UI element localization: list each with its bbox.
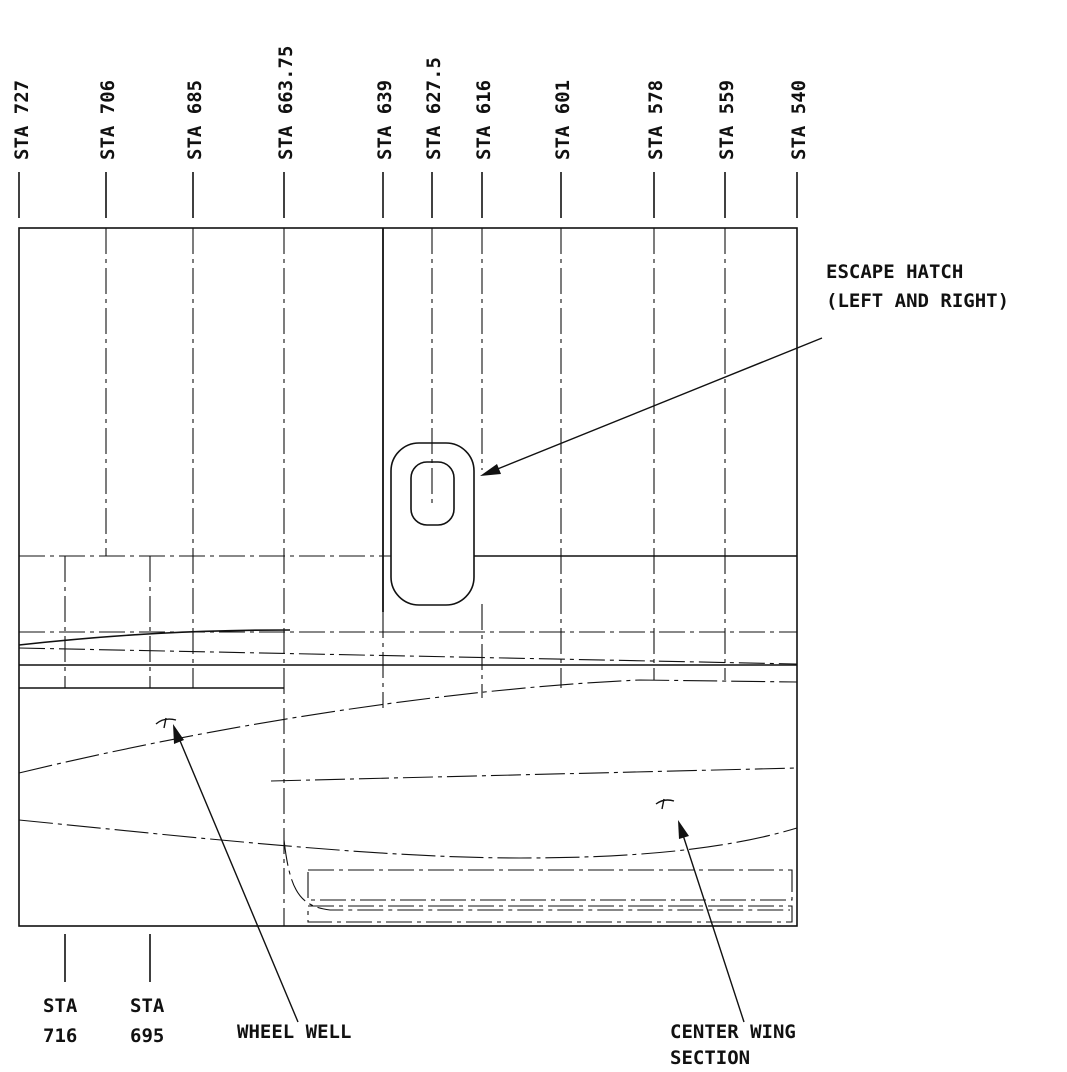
station-label-706: STA 706: [97, 80, 119, 160]
station-label-578: STA 578: [645, 80, 667, 160]
station-label-540: STA 540: [788, 80, 810, 160]
station-label-601: STA 601: [552, 80, 574, 160]
center-wing-label: CENTER WING: [670, 1021, 796, 1043]
bottom-station-labels: STA 716 STA 695: [43, 995, 165, 1047]
wing-upper-contour: [18, 679, 798, 774]
station-label-727: STA 727: [11, 80, 33, 160]
bottom-station-ticks: [64, 934, 151, 982]
center-wing-upper-line: [270, 767, 798, 782]
escape-hatch: [390, 442, 475, 606]
wheel-well-leader: [155, 717, 299, 1023]
station-centerlines: [105, 228, 726, 926]
station-label-716-prefix: STA: [43, 995, 78, 1017]
top-station-labels: STA 727 STA 706 STA 685 STA 663.75 STA 6…: [11, 46, 810, 160]
station-label-685: STA 685: [184, 80, 206, 160]
upper-wing-contour: [18, 629, 291, 646]
station-label-716-value: 716: [43, 1025, 77, 1047]
center-wing-lower-boxes: [283, 839, 793, 923]
station-label-695-value: 695: [130, 1025, 164, 1047]
station-label-639: STA 639: [374, 80, 396, 160]
escape-hatch-leader: [480, 337, 823, 476]
station-label-616: STA 616: [473, 80, 495, 160]
station-label-627-5: STA 627.5: [423, 57, 445, 160]
station-label-559: STA 559: [716, 80, 738, 160]
station-label-695-prefix: STA: [130, 995, 165, 1017]
left-bay-lines: [64, 556, 151, 688]
top-station-ticks: [18, 172, 798, 218]
escape-hatch-label: ESCAPE HATCH: [826, 261, 963, 283]
wing-lower-contour: [18, 819, 798, 859]
center-wing-sublabel: SECTION: [670, 1047, 750, 1069]
station-label-663-75: STA 663.75: [275, 46, 297, 160]
center-wing-leader: [655, 798, 745, 1023]
frame-outline: [18, 227, 798, 927]
keel-dashed-line: [18, 647, 798, 665]
escape-hatch-sublabel: (LEFT AND RIGHT): [826, 290, 1009, 312]
wheel-well-label: WHEEL WELL: [237, 1021, 351, 1043]
